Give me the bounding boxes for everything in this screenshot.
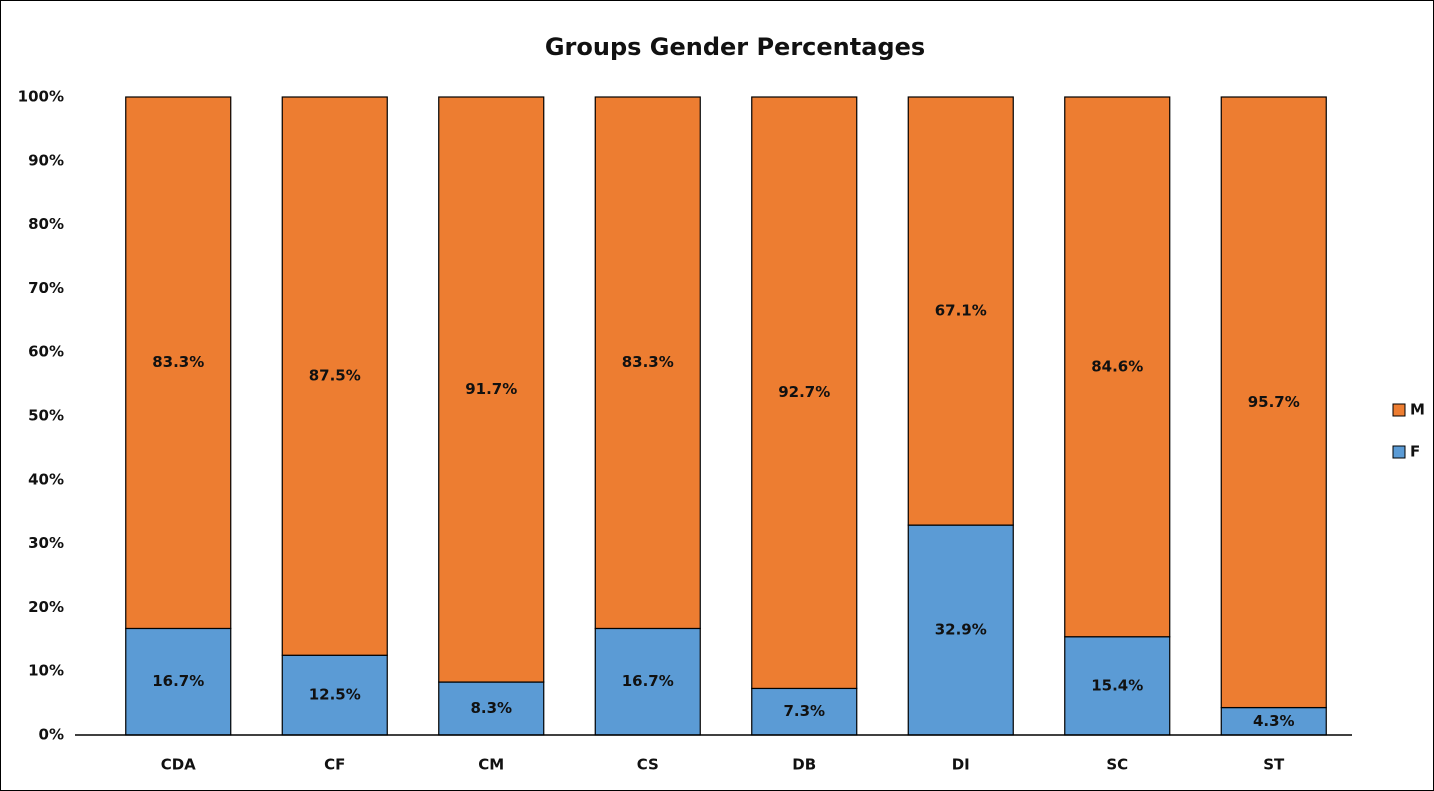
y-tick-label: 70% — [28, 279, 64, 297]
data-label: 91.7% — [465, 380, 517, 398]
bar-segment — [125, 627, 232, 736]
bar-segment — [438, 96, 545, 683]
data-label: 32.9% — [935, 621, 987, 639]
bar-segment — [1220, 706, 1327, 736]
bar-segment — [751, 96, 858, 690]
legend-swatch — [1392, 445, 1406, 459]
data-label: 12.5% — [309, 686, 361, 704]
bar-segment — [1220, 96, 1327, 709]
bar-segment — [281, 654, 388, 736]
bar-segment — [751, 687, 858, 736]
bar-segment — [281, 96, 388, 656]
data-label: 83.3% — [152, 353, 204, 371]
data-label: 4.3% — [1253, 712, 1295, 730]
data-label: 84.6% — [1091, 357, 1143, 375]
data-label: 95.7% — [1248, 393, 1300, 411]
bar-segment — [594, 627, 701, 736]
bar-segment — [907, 96, 1014, 526]
y-tick-label: 100% — [18, 88, 64, 106]
y-tick-label: 10% — [28, 662, 64, 680]
data-label: 67.1% — [935, 302, 987, 320]
x-tick-label: SC — [1106, 756, 1128, 774]
data-label: 15.4% — [1091, 676, 1143, 694]
y-tick-label: 60% — [28, 343, 64, 361]
y-tick-label: 90% — [28, 151, 64, 169]
data-label: 83.3% — [622, 353, 674, 371]
data-label: 8.3% — [470, 699, 512, 717]
legend-swatch — [1392, 403, 1406, 417]
x-tick-label: CM — [478, 756, 504, 774]
bar-segment — [1064, 96, 1171, 638]
y-tick-label: 50% — [28, 407, 64, 425]
bar-segment — [125, 96, 232, 630]
x-tick-label: DI — [952, 756, 970, 774]
x-tick-label: DB — [792, 756, 816, 774]
data-label: 16.7% — [622, 672, 674, 690]
y-tick-label: 20% — [28, 598, 64, 616]
legend-label: F — [1410, 443, 1420, 461]
data-label: 92.7% — [778, 383, 830, 401]
x-tick-label: CF — [324, 756, 345, 774]
y-tick-label: 80% — [28, 215, 64, 233]
bar-segment — [438, 681, 545, 736]
x-tick-label: CDA — [161, 756, 196, 774]
y-tick-label: 40% — [28, 470, 64, 488]
x-tick-label: ST — [1263, 756, 1285, 774]
data-label: 7.3% — [783, 702, 825, 720]
bar-segment — [907, 524, 1014, 736]
x-tick-label: CS — [637, 756, 659, 774]
chart-title: Groups Gender Percentages — [545, 33, 925, 61]
legend-label: M — [1410, 401, 1425, 419]
y-tick-label: 30% — [28, 534, 64, 552]
data-label: 87.5% — [309, 367, 361, 385]
data-label: 16.7% — [152, 672, 204, 690]
y-tick-label: 0% — [39, 726, 64, 744]
bar-segment — [594, 96, 701, 630]
